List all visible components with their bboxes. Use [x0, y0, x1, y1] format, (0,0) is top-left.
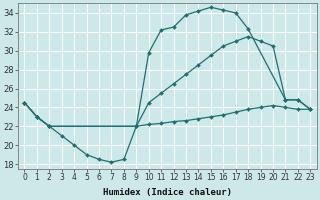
X-axis label: Humidex (Indice chaleur): Humidex (Indice chaleur)	[103, 188, 232, 197]
